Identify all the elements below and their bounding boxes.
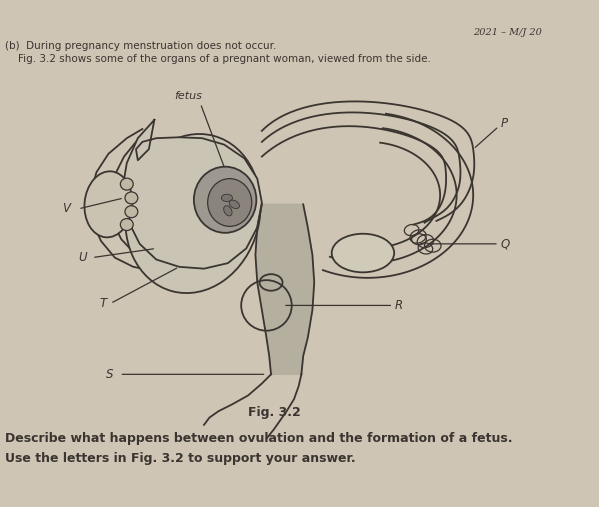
Text: Fig. 3.2: Fig. 3.2 [249, 407, 301, 419]
Text: fetus: fetus [174, 91, 202, 101]
Ellipse shape [222, 194, 232, 202]
Ellipse shape [120, 219, 133, 231]
Text: Fig. 3.2 shows some of the organs of a pregnant woman, viewed from the side.: Fig. 3.2 shows some of the organs of a p… [19, 54, 431, 64]
Text: S: S [105, 368, 113, 381]
Text: U: U [78, 251, 87, 264]
Text: Describe what happens between ovulation and the formation of a fetus.: Describe what happens between ovulation … [5, 432, 512, 445]
Ellipse shape [194, 167, 256, 233]
Ellipse shape [125, 206, 138, 218]
Text: 2021 – M/J 20: 2021 – M/J 20 [473, 28, 542, 37]
Ellipse shape [84, 171, 132, 237]
Ellipse shape [125, 192, 138, 204]
Ellipse shape [332, 234, 394, 272]
Ellipse shape [125, 134, 261, 293]
Polygon shape [255, 204, 314, 374]
Text: V: V [62, 202, 71, 215]
Text: Q: Q [501, 237, 510, 250]
Ellipse shape [120, 178, 133, 190]
Text: P: P [501, 117, 508, 130]
Text: Use the letters in Fig. 3.2 to support your answer.: Use the letters in Fig. 3.2 to support y… [5, 452, 355, 465]
Text: T: T [99, 297, 107, 310]
Polygon shape [122, 120, 262, 269]
Text: (b)  During pregnancy menstruation does not occur.: (b) During pregnancy menstruation does n… [5, 41, 276, 51]
Ellipse shape [208, 178, 252, 227]
Ellipse shape [223, 206, 232, 216]
Text: R: R [395, 299, 403, 312]
Ellipse shape [229, 200, 240, 208]
